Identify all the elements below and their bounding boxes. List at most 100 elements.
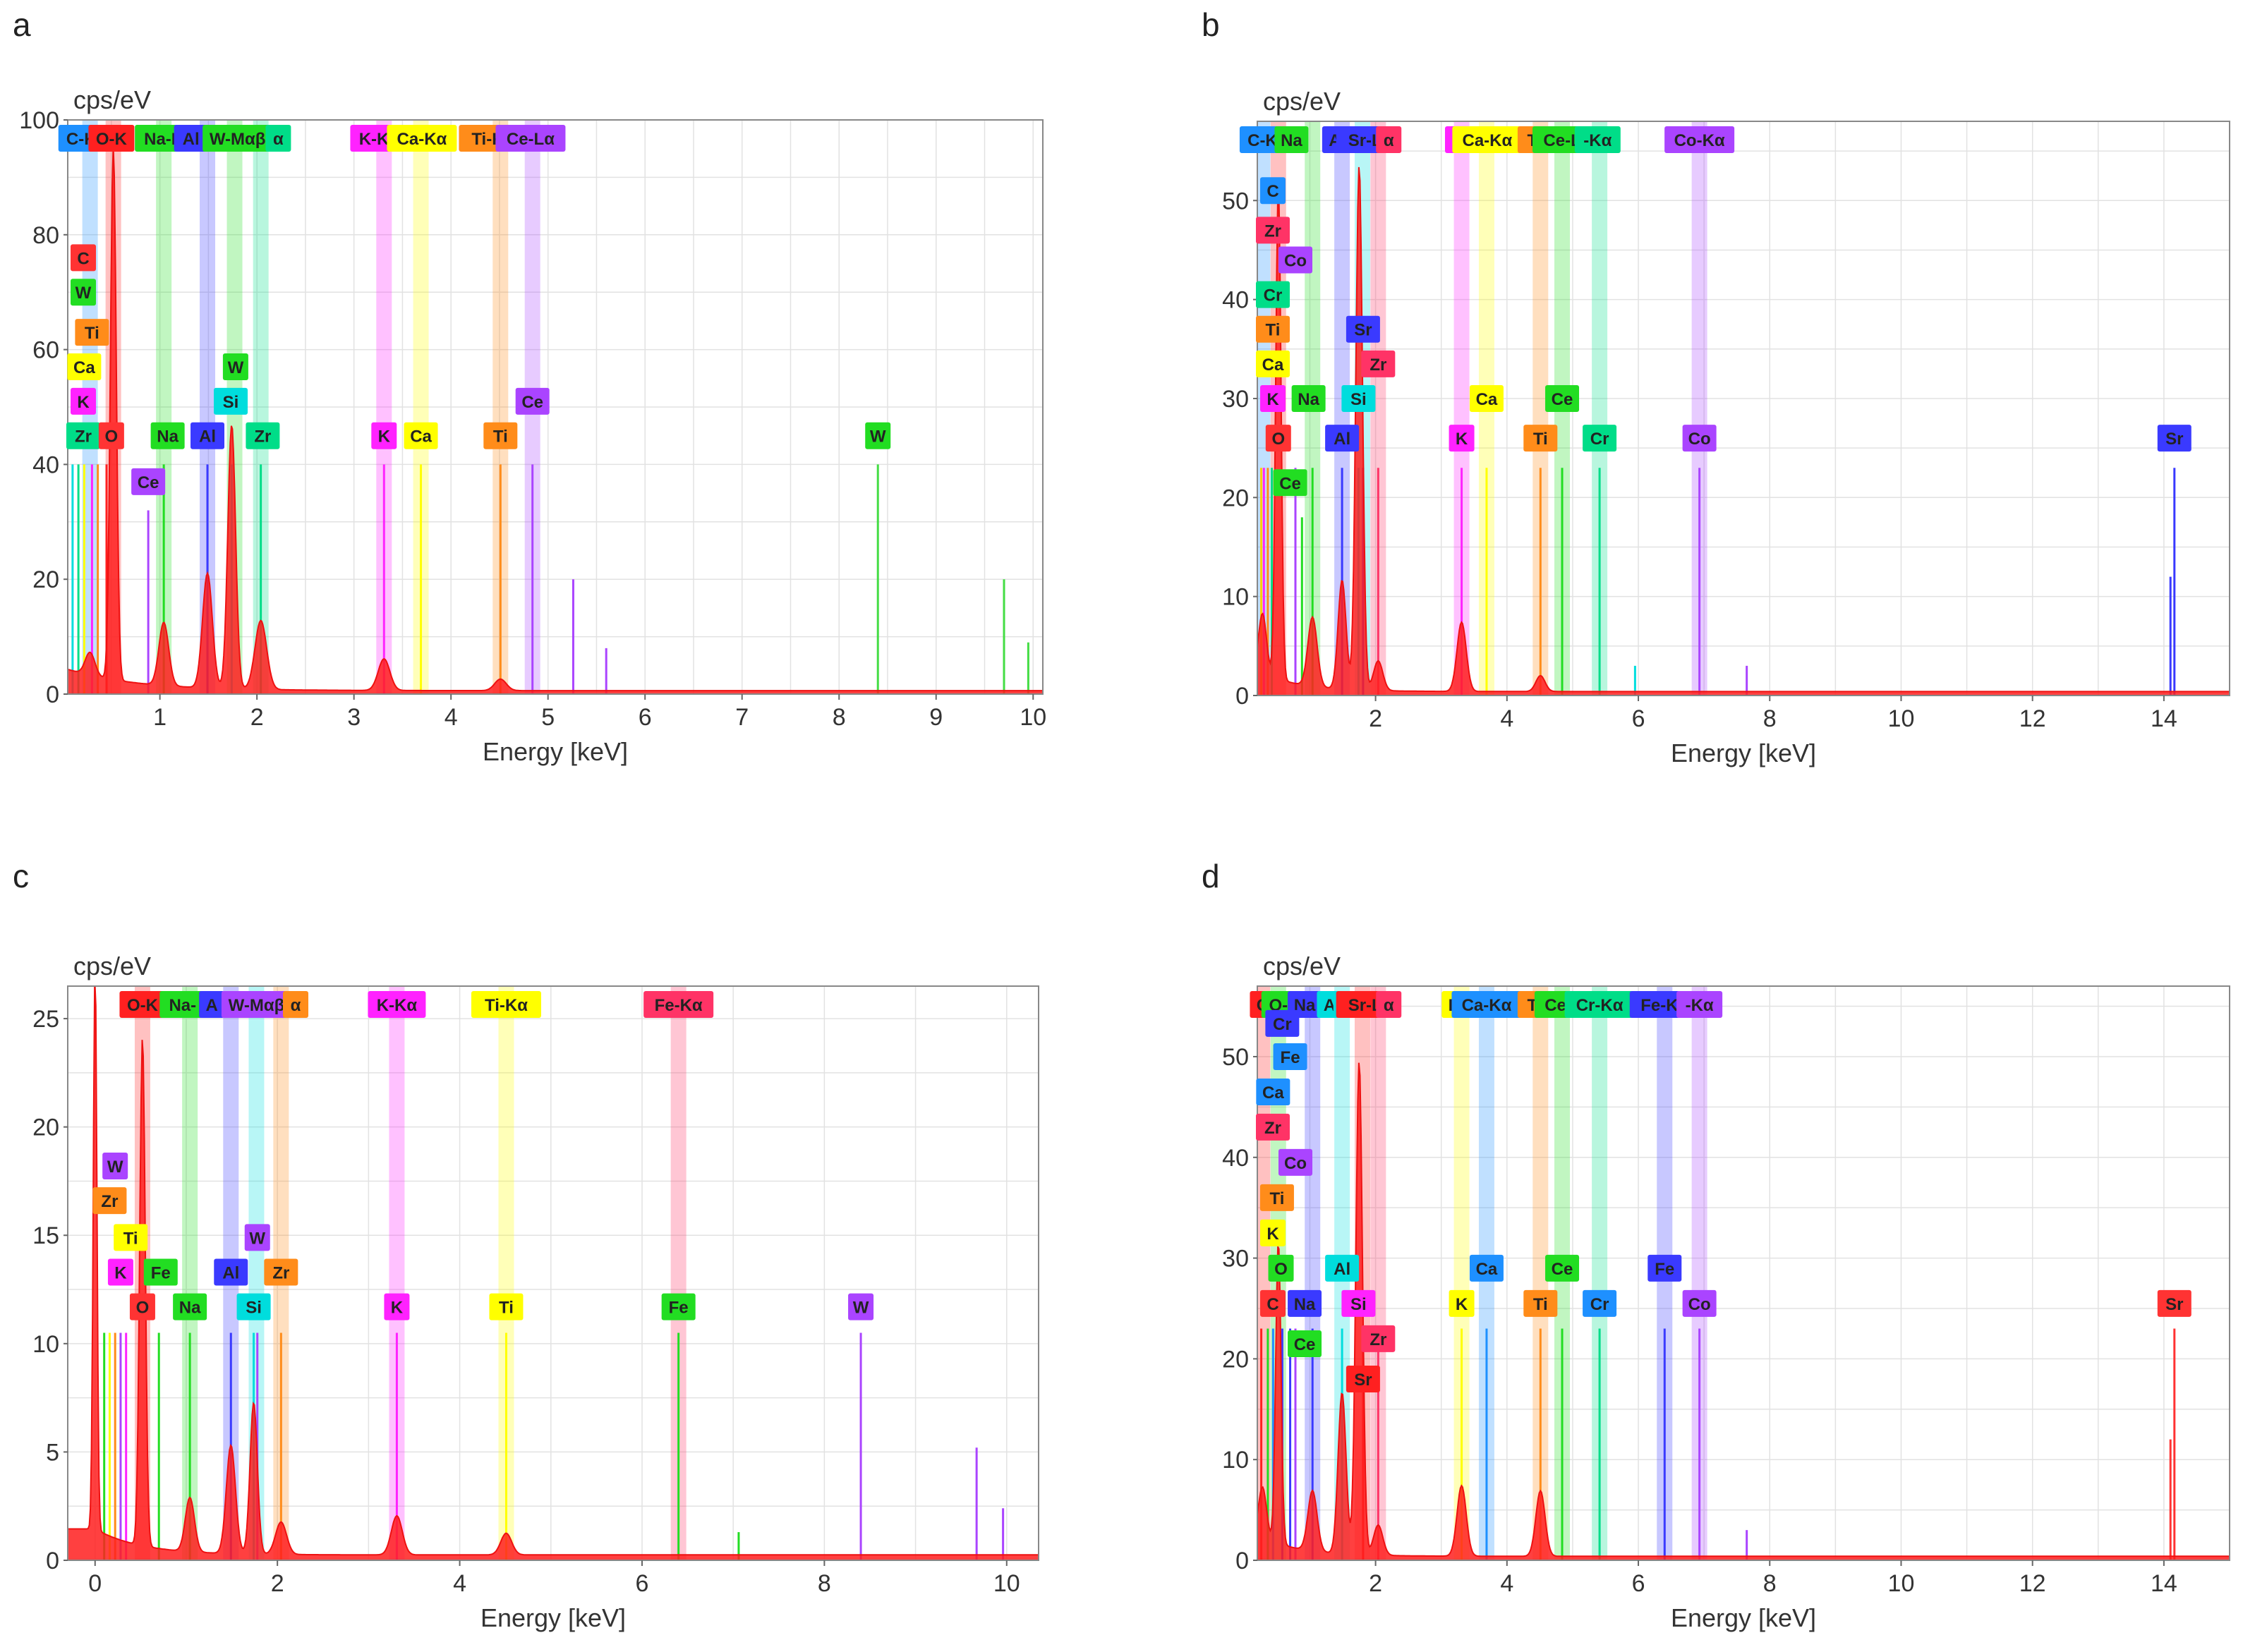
x-tick-label: 12	[2019, 1570, 2046, 1597]
element-tag-text: Sr	[2165, 1295, 2183, 1314]
element-tag-box	[1523, 1289, 1558, 1317]
element-tag: Ti	[1523, 425, 1558, 452]
line-label-tag: O-K	[119, 991, 166, 1018]
y-axis-title: cps/eV	[73, 952, 151, 980]
element-tag-box	[483, 422, 518, 449]
element-tag-text: Fe	[669, 1299, 689, 1318]
line-label-tag-text: W-Mαβ	[229, 996, 285, 1015]
element-tag-text: Co	[1284, 251, 1307, 270]
element-tag: W	[848, 1293, 874, 1320]
element-tag-text: K	[378, 427, 391, 447]
y-tick-label: 30	[1222, 1246, 1249, 1273]
element-tag-text: O	[136, 1299, 150, 1318]
x-tick-label: 4	[1500, 705, 1513, 732]
element-tag-box	[1256, 1078, 1290, 1105]
element-tag-box	[67, 353, 102, 381]
element-tag-text: Ca	[1476, 390, 1498, 409]
line-label-tag-box	[159, 991, 206, 1018]
element-tag-box	[1583, 425, 1617, 452]
element-tag-text: O	[1271, 430, 1285, 449]
x-tick-label: 4	[453, 1570, 466, 1597]
element-tag: Zr	[1361, 1325, 1396, 1352]
spectrum-series	[1257, 1062, 2230, 1560]
element-tag-box	[1545, 1254, 1580, 1282]
line-label-tag: A	[199, 991, 225, 1018]
spectrum-series	[1257, 166, 2230, 696]
x-tick-label: 2	[271, 1570, 284, 1597]
element-tag-box	[2157, 1289, 2191, 1317]
y-tick-label: 50	[1222, 1044, 1249, 1071]
line-label-tag-box	[221, 991, 291, 1018]
element-tag-text: Ca	[410, 427, 432, 447]
line-label-tag: W-Mαβ	[202, 125, 273, 152]
element-tag-box	[1325, 1254, 1360, 1282]
line-label-tag-box	[368, 991, 426, 1018]
y-tick-label: 15	[32, 1222, 59, 1249]
x-tick-label: 6	[636, 1570, 649, 1597]
element-tag-text: Na	[1298, 390, 1319, 409]
line-label-tag: O-K	[88, 125, 135, 152]
element-tag: Zr	[264, 1258, 298, 1286]
line-label-tag: Fe-Kα	[643, 991, 714, 1018]
element-tag-box	[191, 422, 225, 449]
line-label-tag: Co-Kα	[1664, 126, 1735, 153]
element-tag-box	[98, 422, 124, 449]
element-tag-box	[1278, 1148, 1313, 1176]
element-tag-text: Fe	[1655, 1260, 1674, 1279]
element-tag: O	[1268, 1254, 1294, 1282]
plot-area	[1257, 986, 2230, 1560]
line-label-tag: Ti-Kα	[471, 991, 541, 1018]
line-label-tag: Al	[174, 125, 208, 152]
y-tick-label: 0	[1235, 1548, 1249, 1574]
line-label-tag-text: Al	[183, 130, 200, 149]
element-band	[492, 120, 509, 694]
chart-a: 0 20 40 60 80 100 1 2 3 4 5 6 7 8 9 10 cps/eV Energy [keV…	[19, 85, 1046, 766]
element-tag-text: W	[228, 358, 244, 377]
element-tag-box	[1265, 1009, 1300, 1037]
element-tag-box	[1523, 425, 1558, 452]
element-band	[389, 986, 405, 1560]
element-tag-text: W	[107, 1158, 123, 1177]
element-tag-text: Zr	[1370, 1330, 1386, 1349]
element-tag: Ce	[515, 387, 550, 415]
y-tick-label: 10	[1222, 1447, 1249, 1474]
element-tag-text: Cr	[1590, 430, 1609, 449]
element-tag: W	[102, 1152, 128, 1179]
element-tag-box	[1583, 1289, 1617, 1317]
element-tag-box	[1259, 1184, 1294, 1211]
element-tag-text: Co	[1688, 430, 1711, 449]
element-tag-text: Al	[1334, 430, 1350, 449]
element-tag-box	[244, 1224, 270, 1251]
element-tag: Sr	[2157, 1289, 2191, 1317]
element-tag-box	[75, 319, 109, 346]
x-axis-title: Energy [keV]	[483, 737, 628, 766]
spectrum-series	[68, 145, 1043, 694]
element-tag: Al	[1325, 425, 1360, 452]
element-tag: K	[384, 1293, 410, 1320]
y-tick-label: 60	[32, 337, 59, 364]
element-tag-box	[92, 1187, 127, 1215]
chart-c: 0 5 10 15 20 25 0 2 4 6 8 10 cps/eV Energy [keV] O-K Na…	[32, 952, 1039, 1632]
element-tag-text: Ce	[1279, 474, 1301, 493]
element-tag-box	[107, 1258, 133, 1286]
element-tag-box	[384, 1293, 410, 1320]
element-tag-text: Ca	[1476, 1260, 1498, 1279]
element-tag-box	[1341, 1289, 1376, 1317]
plot-frame	[1257, 985, 2230, 1561]
panel-letter-a: a	[13, 6, 31, 43]
line-label-tag-box	[387, 125, 457, 152]
element-tag-box	[222, 353, 248, 381]
element-tag: Ce	[1288, 1330, 1322, 1357]
line-label-tag-text: A	[205, 996, 217, 1015]
element-tag-box	[71, 387, 96, 415]
line-label-tag-box	[265, 125, 291, 152]
element-tag-text: C	[1266, 1295, 1278, 1314]
element-tag: Ca	[404, 422, 438, 449]
element-tag: Al	[191, 422, 225, 449]
plot-area	[68, 986, 1039, 1560]
x-tick-label: 8	[833, 704, 846, 731]
line-label-tag-box	[119, 991, 166, 1018]
element-tag-text: Zr	[1370, 356, 1386, 375]
line-label-tag: -Kα	[1676, 991, 1723, 1018]
element-tag-text: Ti	[123, 1229, 138, 1248]
